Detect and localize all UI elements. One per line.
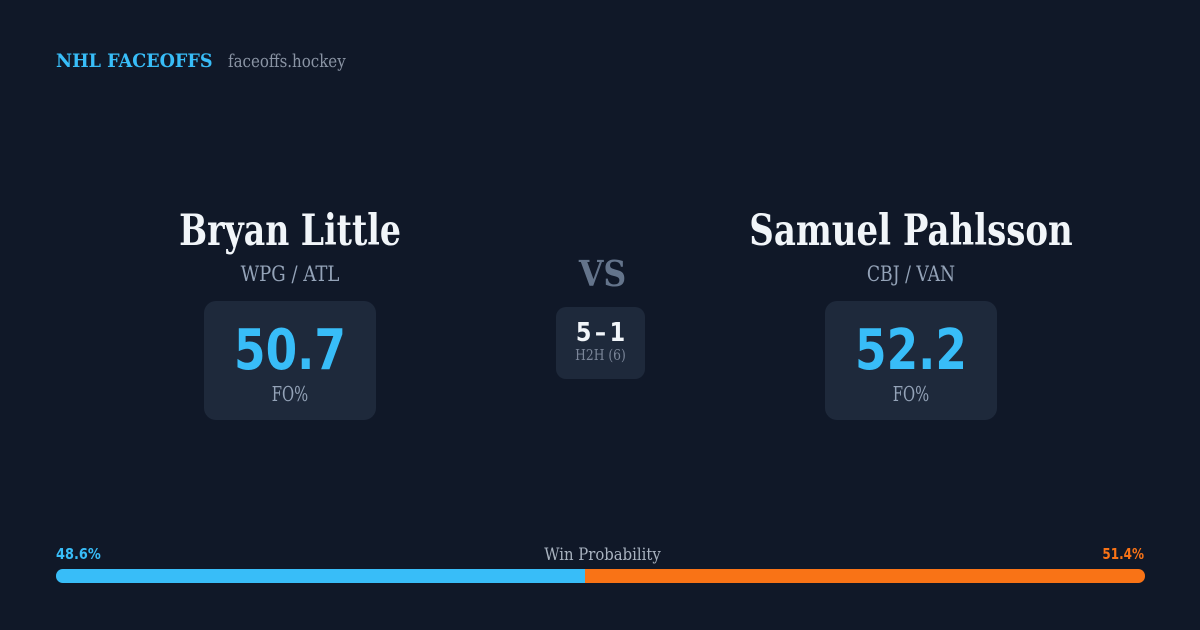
win-probability-bar-right-segment — [585, 569, 1145, 583]
win-probability-left-value: 48.6% — [56, 544, 101, 563]
win-probability-title: Win Probability — [544, 544, 661, 564]
player-left-stat-card: 50.7 FO% — [204, 301, 376, 420]
head-to-head-score: 5 – 1 — [575, 317, 625, 348]
win-probability-labels: 48.6% Win Probability 51.4% — [56, 544, 1144, 564]
vs-label: VS — [578, 254, 627, 295]
player-right-stat-label: FO% — [892, 382, 930, 406]
player-left-fo-percentage: 50.7 — [234, 318, 346, 383]
site-brand: NHL FACEOFFS — [56, 50, 213, 72]
player-left-column: Bryan Little WPG / ATL 50.7 FO% — [40, 0, 540, 420]
player-left-name: Bryan Little — [179, 206, 401, 256]
player-right-fo-percentage: 52.2 — [855, 318, 967, 383]
head-to-head-label: H2H (6) — [574, 345, 626, 364]
player-left-stat-label: FO% — [271, 382, 309, 406]
win-probability-bar — [56, 569, 1145, 583]
site-domain: faceoffs.hockey — [228, 50, 347, 72]
player-right-name: Samuel Pahlsson — [749, 206, 1073, 256]
win-probability-right-value: 51.4% — [1102, 544, 1144, 563]
header: NHL FACEOFFS faceoffs.hockey — [56, 51, 369, 72]
player-left-teams: WPG / ATL — [240, 261, 340, 286]
head-to-head-card: 5 – 1 H2H (6) — [555, 306, 645, 379]
player-right-teams: CBJ / VAN — [866, 261, 956, 286]
player-right-column: Samuel Pahlsson CBJ / VAN 52.2 FO% — [661, 0, 1161, 420]
versus-column: VS 5 – 1 H2H (6) — [450, 0, 750, 379]
player-right-stat-card: 52.2 FO% — [825, 301, 997, 420]
win-probability-bar-left-segment — [56, 569, 586, 583]
